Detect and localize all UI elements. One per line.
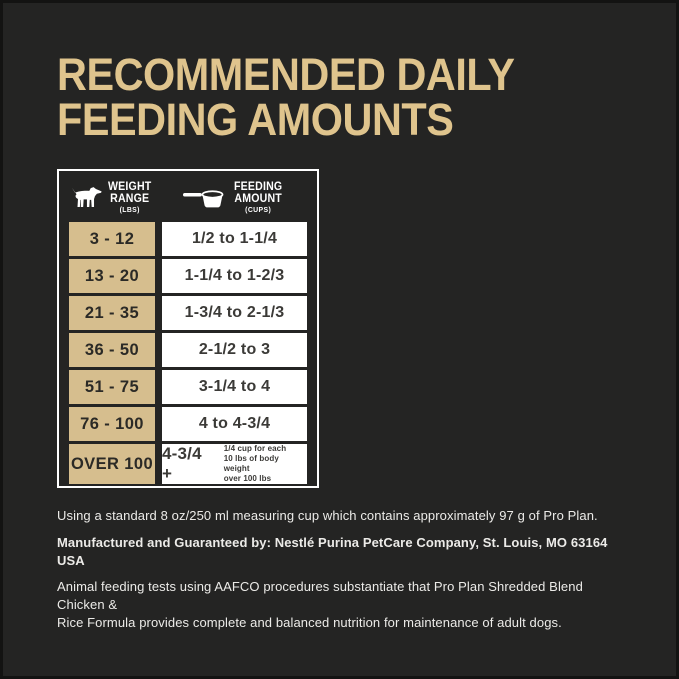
measuring-cup-icon xyxy=(182,186,229,210)
table-row: OVER 100 4-3/4 + 1/4 cup for each 10 lbs o… xyxy=(69,444,307,484)
footnote-manufacturer: Manufactured and Guaranteed by: Nestlé P… xyxy=(57,535,608,568)
table-row: 36 - 50 2-1/2 to 3 xyxy=(69,333,307,367)
footnote-aafco: Animal feeding tests using AAFCO procedu… xyxy=(57,579,583,630)
weight-range-header: WEIGHT RANGE (LBS) xyxy=(69,181,155,214)
weight-cell: 76 - 100 xyxy=(69,407,155,441)
page-title-line2: FEEDING AMOUNTS xyxy=(57,94,454,145)
feeding-amount-label: FEEDING AMOUNT (CUPS) xyxy=(233,181,283,214)
feeding-table-header: WEIGHT RANGE (LBS) FEEDING AMOUNT (CUP xyxy=(69,175,307,221)
feeding-label-unit: (CUPS) xyxy=(244,205,271,214)
weight-label-unit: (LBS) xyxy=(119,205,140,214)
table-row: 21 - 35 1-3/4 to 2-1/3 xyxy=(69,296,307,330)
feeding-table-rows: 3 - 12 1/2 to 1-1/4 13 - 20 1-1/4 to 1-2/3 2… xyxy=(69,222,307,484)
table-row: 51 - 75 3-1/4 to 4 xyxy=(69,370,307,404)
feeding-table: WEIGHT RANGE (LBS) FEEDING AMOUNT (CUP xyxy=(57,169,319,488)
dog-icon xyxy=(69,187,103,209)
packaging-panel: RECOMMENDED DAILY FEEDING AMOUNTS WEIGHT… xyxy=(57,52,627,632)
weight-cell: 3 - 12 xyxy=(69,222,155,256)
amount-cell: 1/2 to 1-1/4 xyxy=(162,222,307,256)
amount-value: 4-3/4 + xyxy=(162,444,202,483)
table-row: 76 - 100 4 to 4-3/4 xyxy=(69,407,307,441)
weight-range-label: WEIGHT RANGE (LBS) xyxy=(107,181,152,214)
weight-cell: 51 - 75 xyxy=(69,370,155,404)
feeding-amount-header: FEEDING AMOUNT (CUPS) xyxy=(162,181,307,214)
amount-cell: 3-1/4 to 4 xyxy=(162,370,307,404)
amount-cell: 2-1/2 to 3 xyxy=(162,333,307,367)
amount-cell: 4-3/4 + 1/4 cup for each 10 lbs of body w… xyxy=(162,444,307,484)
amount-note: 1/4 cup for each 10 lbs of body weight o… xyxy=(223,444,287,483)
amount-cell: 4 to 4-3/4 xyxy=(162,407,307,441)
weight-cell: OVER 100 xyxy=(69,444,155,484)
weight-label-line2: RANGE xyxy=(110,192,150,205)
feeding-label-line2: AMOUNT xyxy=(234,192,282,205)
page-title: RECOMMENDED DAILY FEEDING AMOUNTS xyxy=(57,52,581,142)
amount-cell: 1-1/4 to 1-2/3 xyxy=(162,259,307,293)
page-title-line1: RECOMMENDED DAILY xyxy=(57,49,515,100)
weight-cell: 13 - 20 xyxy=(69,259,155,293)
table-row: 3 - 12 1/2 to 1-1/4 xyxy=(69,222,307,256)
amount-cell: 1-3/4 to 2-1/3 xyxy=(162,296,307,330)
weight-cell: 36 - 50 xyxy=(69,333,155,367)
table-row: 13 - 20 1-1/4 to 1-2/3 xyxy=(69,259,307,293)
feeding-label-line1: FEEDING xyxy=(233,181,283,193)
footnote-measuring-cup: Using a standard 8 oz/250 ml measuring c… xyxy=(57,508,598,523)
weight-cell: 21 - 35 xyxy=(69,296,155,330)
weight-label-line1: WEIGHT xyxy=(107,181,152,193)
